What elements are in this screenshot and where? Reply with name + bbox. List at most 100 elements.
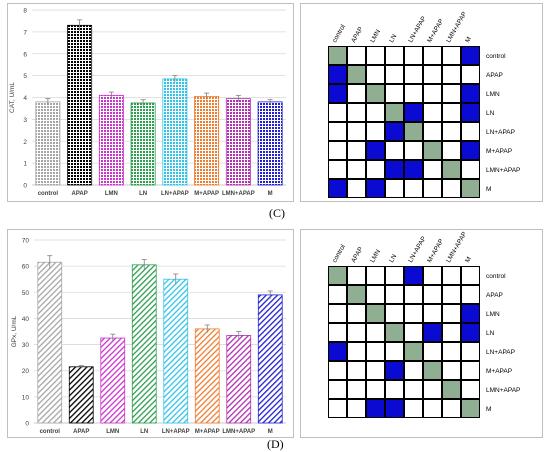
bar-LN+APAP [162, 78, 188, 186]
x-tick-label: LMN+APAP [222, 429, 255, 435]
matrix-cell [423, 65, 442, 84]
matrix-cell [442, 361, 461, 380]
matrix-cell [328, 160, 347, 179]
y-tick-label: 6 [23, 51, 27, 58]
matrix-cell [423, 122, 442, 141]
matrix-cell [423, 342, 442, 361]
matrix-cell [347, 304, 366, 323]
y-tick-label: 50 [22, 290, 30, 297]
matrix-cell [423, 266, 442, 285]
matrix-cell [366, 304, 385, 323]
x-tick-label: LN [139, 191, 147, 197]
matrix-row-label: LMN [486, 91, 500, 98]
matrix-cell [385, 103, 404, 122]
bar-chart-gpx-svg: 0 10 20 30 40 50 60 70 GPx, U/mL control APAP LMN LN… [11, 238, 286, 435]
matrix-cell [442, 65, 461, 84]
matrix-cell [423, 380, 442, 399]
bar-LMN+APAP [225, 98, 251, 186]
matrix-cell [328, 65, 347, 84]
matrix-cell [347, 361, 366, 380]
bar-M [257, 101, 283, 186]
matrix-cell [366, 361, 385, 380]
panel-label-d: (D) [267, 437, 284, 451]
matrix-cell [461, 361, 480, 380]
matrix-cell [461, 399, 480, 418]
matrix-cell [385, 361, 404, 380]
matrix-cell [442, 84, 461, 103]
matrix-cell [328, 103, 347, 122]
matrix-row-label: M [486, 406, 491, 413]
matrix-cell [404, 160, 423, 179]
matrix-cell [385, 122, 404, 141]
matrix-row-label: APAP [486, 72, 503, 79]
matrix-cell [442, 323, 461, 342]
matrix-cell [328, 380, 347, 399]
matrix-cell [328, 285, 347, 304]
bar-chart-cat: 0 1 2 3 4 5 6 7 8 CAT, U/mL control APAP LMN LN LN+APA… [7, 3, 294, 202]
matrix-cell [347, 266, 366, 285]
matrix-cell [366, 46, 385, 65]
matrix-cell [461, 65, 480, 84]
matrix-cell [461, 103, 480, 122]
matrix-cell [404, 103, 423, 122]
matrix-cell [366, 179, 385, 198]
x-tick-label: APAP [73, 429, 89, 435]
bar-M+APAP [194, 96, 220, 186]
matrix-cell [328, 342, 347, 361]
matrix-cell [366, 65, 385, 84]
matrix-cell [366, 380, 385, 399]
matrix-cell [366, 141, 385, 160]
y-axis-label: GPx, U/mL [11, 315, 18, 347]
matrix-cell [423, 84, 442, 103]
matrix-cell [442, 399, 461, 418]
matrix-row-label: M+APAP [486, 368, 512, 375]
matrix-cell [366, 84, 385, 103]
matrix-row-label: LMN+APAP [486, 167, 520, 174]
y-tick-label: 40 [22, 316, 30, 323]
matrix-cell [423, 323, 442, 342]
matrix-row-label: control [486, 273, 506, 280]
matrix-cell [328, 399, 347, 418]
matrix-row-label: APAP [486, 292, 503, 299]
matrix-cell [366, 285, 385, 304]
matrix-col-label: LN [388, 253, 398, 264]
matrix-cell [347, 84, 366, 103]
y-tick-label: 70 [22, 238, 30, 245]
x-tick-label: LMN+APAP [222, 191, 255, 197]
bar-chart-gpx: 0 10 20 30 40 50 60 70 GPx, U/mL control APAP LMN LN… [7, 229, 294, 438]
matrix-cell [385, 380, 404, 399]
matrix-row-label: LN [486, 330, 495, 337]
bar-LMN [100, 337, 126, 424]
matrix-cell [347, 160, 366, 179]
matrix-col-label: LN+APAP [407, 15, 428, 44]
matrix-cell [461, 304, 480, 323]
matrix-cell [404, 323, 423, 342]
matrix-cell [423, 46, 442, 65]
matrix-cell [442, 103, 461, 122]
matrix-cell [328, 361, 347, 380]
matrix-cell [442, 266, 461, 285]
matrix-cell [423, 103, 442, 122]
matrix-cell [423, 285, 442, 304]
matrix-cell [385, 285, 404, 304]
matrix-cell [442, 46, 461, 65]
matrix-cell [347, 380, 366, 399]
matrix-cell [328, 46, 347, 65]
matrix-cell [366, 122, 385, 141]
matrix-row-label: LN+APAP [486, 349, 515, 356]
bar-M [257, 294, 283, 424]
matrix-cell [347, 46, 366, 65]
matrix-cell [328, 84, 347, 103]
matrix-cell [385, 399, 404, 418]
matrix-cell [404, 65, 423, 84]
matrix-cell [461, 266, 480, 285]
matrix-col-label: M [464, 256, 473, 264]
matrix-cell [461, 122, 480, 141]
matrix-cell [461, 179, 480, 198]
y-tick-label: 5 [23, 73, 27, 80]
matrix-cell [423, 160, 442, 179]
matrix-cell [347, 122, 366, 141]
